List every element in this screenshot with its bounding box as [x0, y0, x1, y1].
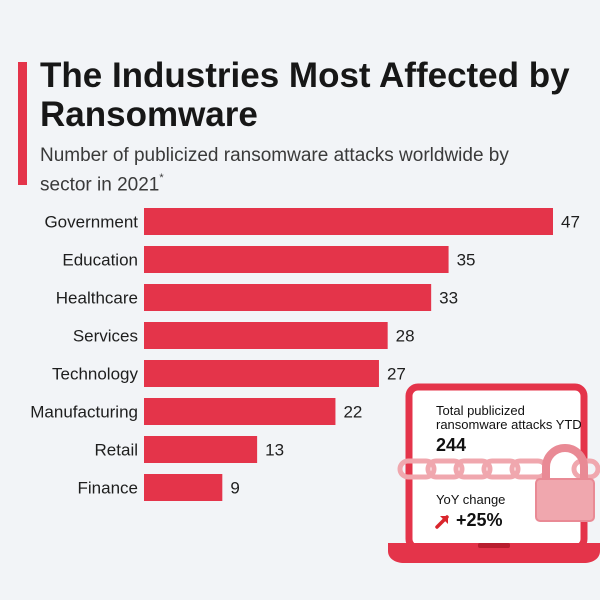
laptop-lock-illustration: [388, 383, 600, 563]
bar-government: [144, 208, 553, 235]
bar-technology: [144, 360, 379, 387]
category-label-manufacturing: Manufacturing: [30, 403, 138, 422]
value-label-education: 35: [457, 251, 476, 270]
footnote-mark: *: [159, 172, 164, 184]
bar-manufacturing: [144, 398, 336, 425]
laptop-base-icon: [388, 543, 600, 563]
yoy-change-value: +25%: [456, 510, 503, 530]
category-label-retail: Retail: [95, 441, 138, 460]
category-label-healthcare: Healthcare: [56, 289, 138, 308]
category-label-finance: Finance: [78, 479, 138, 498]
page-subtitle: Number of publicized ransomware attacks …: [40, 144, 540, 197]
category-label-services: Services: [73, 327, 138, 346]
value-label-finance: 9: [230, 479, 239, 498]
value-label-manufacturing: 22: [343, 403, 362, 422]
bar-healthcare: [144, 284, 432, 311]
category-label-education: Education: [62, 251, 138, 270]
value-label-retail: 13: [265, 441, 284, 460]
total-attacks-label: Total publicized ransomware attacks YTD: [436, 403, 582, 432]
value-label-services: 28: [396, 327, 415, 346]
bar-services: [144, 322, 388, 349]
value-label-healthcare: 33: [439, 289, 458, 308]
category-label-technology: Technology: [52, 365, 139, 384]
category-label-government: Government: [44, 213, 138, 232]
bar-retail: [144, 436, 258, 463]
page-title: The Industries Most Affected by Ransomwa…: [40, 56, 570, 134]
bar-finance: [144, 474, 223, 501]
total-attacks-value: 244: [436, 435, 467, 455]
bar-education: [144, 246, 449, 273]
yoy-change-label: YoY change: [436, 492, 506, 507]
up-arrow-icon: [435, 515, 449, 529]
value-label-technology: 27: [387, 365, 406, 384]
laptop-notch-icon: [478, 543, 510, 548]
padlock-icon: [535, 444, 595, 522]
subtitle-text: Number of publicized ransomware attacks …: [40, 145, 509, 196]
value-label-government: 47: [561, 213, 580, 232]
title-accent-bar: [18, 62, 27, 185]
